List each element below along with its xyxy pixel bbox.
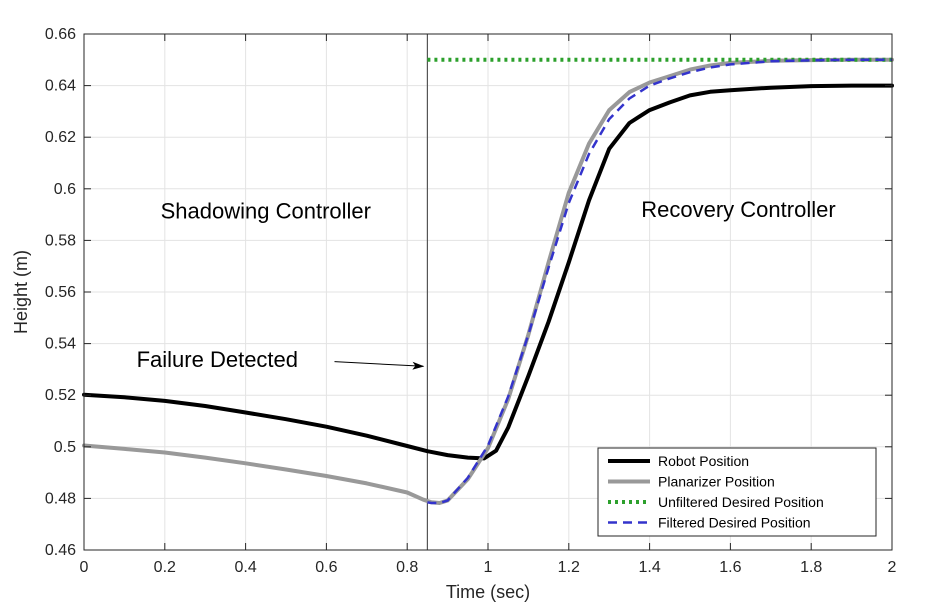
- x-tick-label: 0.6: [315, 559, 337, 576]
- legend: Robot Position Planarizer Position Unfilte…: [597, 447, 877, 537]
- annotation-recovery-controller: Recovery Controller: [641, 197, 835, 222]
- y-tick-label: 0.56: [45, 284, 76, 301]
- x-tick-label: 0.2: [154, 559, 176, 576]
- annotation-failure-detected: Failure Detected: [137, 347, 298, 372]
- series-robot-position: [82, 83, 894, 461]
- x-tick-label: 0: [80, 559, 89, 576]
- annotation-shadowing-controller: Shadowing Controller: [161, 198, 371, 223]
- x-tick-label: 0.8: [396, 559, 418, 576]
- x-tick-label: 1.8: [800, 559, 822, 576]
- x-tick-label: 1.6: [719, 559, 741, 576]
- y-tick-label: 0.62: [45, 129, 76, 146]
- x-tick-label: 2: [888, 559, 897, 576]
- y-tick-label: 0.64: [45, 78, 76, 95]
- x-axis-ticks: 0 0.2 0.4 0.6 0.8 1 1.2 1.4 1.6 1.8 2: [80, 34, 897, 576]
- y-tick-label: 0.58: [45, 232, 76, 249]
- legend-label: Planarizer Position: [658, 474, 775, 490]
- y-tick-label: 0.46: [45, 542, 76, 559]
- y-tick-label: 0.52: [45, 387, 76, 404]
- y-tick-label: 0.5: [54, 439, 76, 456]
- y-axis-ticks: 0.46 0.48 0.5 0.52 0.54 0.56 0.58 0.6 0.62 0.64 0.…: [45, 26, 892, 559]
- series-filtered-desired-position: [427, 58, 892, 505]
- y-tick-label: 0.54: [45, 336, 76, 353]
- x-axis-label: Time (sec): [446, 582, 530, 602]
- x-tick-label: 1: [484, 559, 493, 576]
- y-tick-label: 0.66: [45, 26, 76, 43]
- annotation-arrow: [334, 361, 425, 370]
- legend-label: Unfiltered Desired Position: [658, 494, 824, 510]
- legend-label: Robot Position: [658, 453, 749, 469]
- x-tick-label: 0.4: [234, 559, 256, 576]
- y-tick-label: 0.6: [54, 181, 76, 198]
- x-tick-label: 1.4: [638, 559, 660, 576]
- y-axis-label: Height (m): [11, 250, 31, 334]
- legend-label: Filtered Desired Position: [658, 515, 811, 531]
- series-lines: [82, 57, 894, 505]
- y-tick-label: 0.48: [45, 490, 76, 507]
- x-tick-label: 1.2: [558, 559, 580, 576]
- annotations: Shadowing Controller Recovery Controller F…: [137, 197, 836, 372]
